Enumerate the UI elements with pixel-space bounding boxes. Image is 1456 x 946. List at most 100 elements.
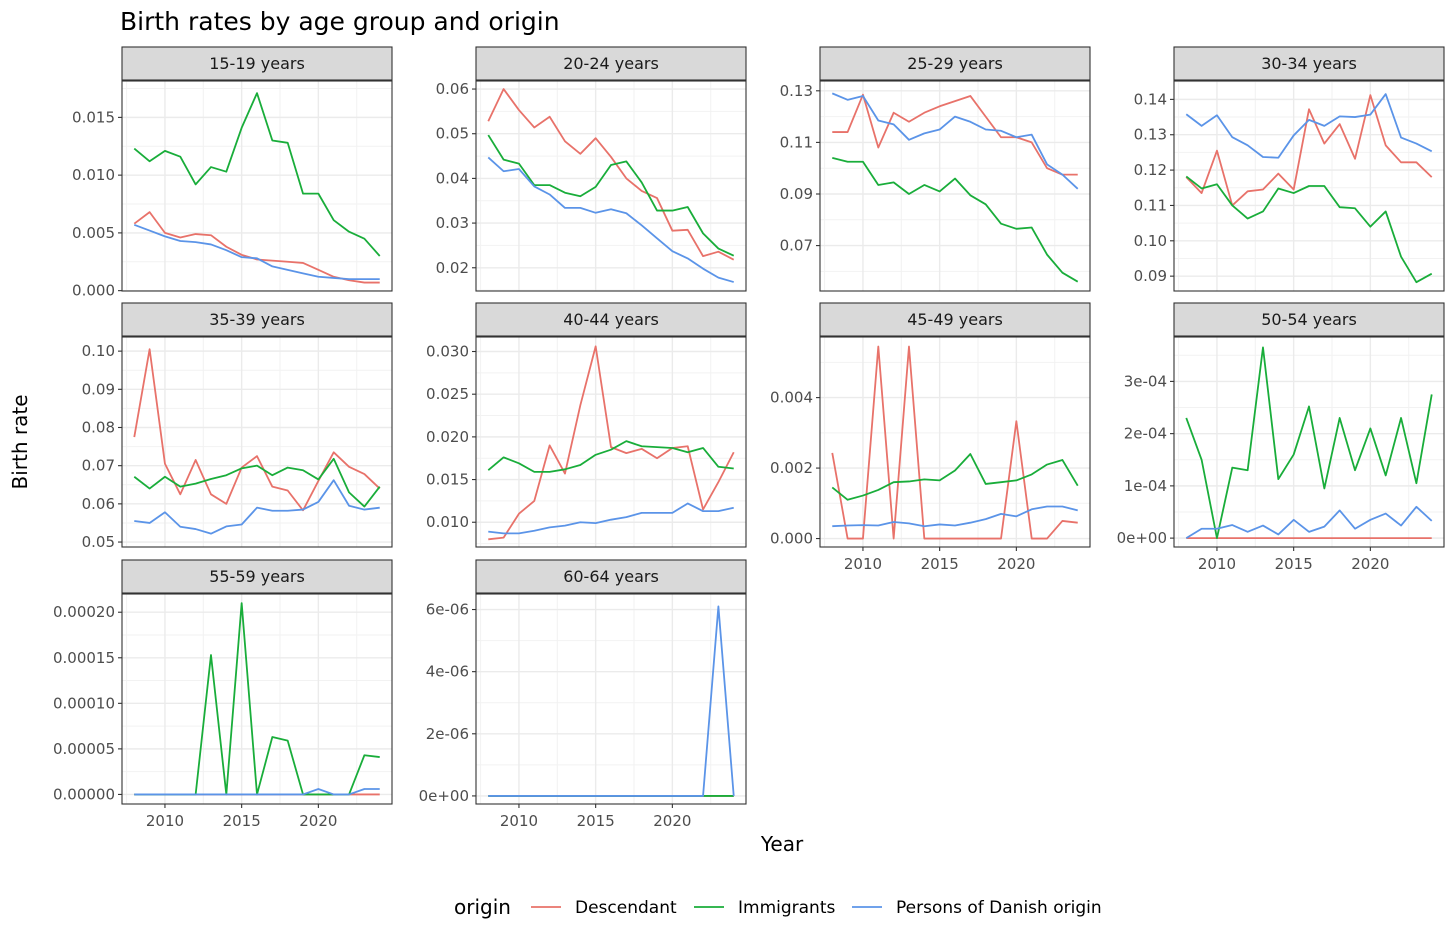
y-tick-label: 0.11 xyxy=(1134,196,1167,214)
y-tick-label: 0.015 xyxy=(72,108,115,126)
facet-strip-label: 25-29 years xyxy=(907,54,1003,73)
x-tick-label: 2020 xyxy=(299,812,337,830)
x-tick-label: 2015 xyxy=(223,812,261,830)
legend-label: Immigrants xyxy=(738,898,835,918)
facet-panels: 15-19 years 0.000 0.005 0.010 0.015 20-24 yea… xyxy=(53,46,1445,830)
panel-border xyxy=(475,593,747,805)
y-tick-label: 0.025 xyxy=(426,385,469,403)
legend-label: Descendant xyxy=(575,898,677,918)
series-line-immigrants xyxy=(1185,175,1433,284)
y-tick-label: 0e+00 xyxy=(419,787,469,805)
y-tick-label: 0.03 xyxy=(436,214,469,232)
series-line-persons-of-danish-origin xyxy=(831,92,1079,190)
y-tick-label: 0.07 xyxy=(780,237,813,255)
x-tick-label: 2020 xyxy=(1351,555,1389,573)
facet-strip xyxy=(1173,302,1445,337)
y-tick-label: 0.020 xyxy=(426,428,469,446)
series-line-persons-of-danish-origin xyxy=(134,788,380,796)
y-tick-label: 0.07 xyxy=(82,457,115,475)
legend-title: origin xyxy=(454,895,511,919)
series-line-descendant xyxy=(832,93,1078,176)
series-line-immigrants xyxy=(832,157,1079,283)
y-tick-label: 0.000 xyxy=(770,530,813,548)
panel-border xyxy=(1173,336,1445,548)
legend-label: Persons of Danish origin xyxy=(896,898,1102,918)
plot-area xyxy=(476,81,746,291)
plot-area xyxy=(820,81,1090,291)
facet-strip-label: 40-44 years xyxy=(563,310,659,329)
facet-panel: 25-29 years 0.07 0.09 0.11 0.13 xyxy=(780,46,1091,292)
series-line-descendant xyxy=(831,345,1078,540)
x-tick-label: 2020 xyxy=(997,555,1035,573)
y-tick-label: 0.015 xyxy=(426,471,469,489)
facet-strip-label: 15-19 years xyxy=(209,54,305,73)
plot-area xyxy=(122,81,392,291)
series-line-persons-of-danish-origin xyxy=(1185,93,1433,159)
facet-panel: 20-24 years 0.02 0.03 0.04 0.05 0.06 xyxy=(436,46,747,292)
y-tick-label: 1e-04 xyxy=(1124,477,1167,495)
y-tick-label: 0.030 xyxy=(426,343,469,361)
x-tick-label: 2015 xyxy=(921,555,959,573)
y-tick-label: 2e-04 xyxy=(1124,425,1167,443)
panel-border xyxy=(121,593,393,805)
facet-strip-label: 50-54 years xyxy=(1261,310,1357,329)
chart-title: Birth rates by age group and origin xyxy=(120,7,560,36)
x-tick-label: 2015 xyxy=(577,812,615,830)
series-line-descendant xyxy=(488,345,735,541)
facet-panel: 30-34 years 0.09 0.10 0.11 0.12 0.13 0.14 xyxy=(1134,46,1445,292)
y-tick-label: 0.08 xyxy=(82,418,115,436)
facet-panel: 55-59 years 0.00000 0.00005 0.00010 0.00015 0… xyxy=(53,559,393,830)
facet-strip-label: 55-59 years xyxy=(209,567,305,586)
facet-strip xyxy=(1173,46,1445,81)
y-tick-label: 0.09 xyxy=(1134,267,1167,285)
series-line-immigrants xyxy=(487,440,734,473)
y-tick-label: 0.06 xyxy=(436,80,469,98)
y-tick-label: 0.02 xyxy=(436,259,469,277)
plot-area xyxy=(122,337,392,547)
y-tick-label: 0.10 xyxy=(1134,232,1167,250)
facet-strip xyxy=(121,46,393,81)
y-tick-label: 0.002 xyxy=(770,459,813,477)
y-tick-label: 0.09 xyxy=(82,380,115,398)
panel-border xyxy=(121,80,393,292)
facet-panel: 40-44 years 0.010 0.015 0.020 0.025 0.030 xyxy=(426,302,747,548)
series-line-persons-of-danish-origin xyxy=(488,605,735,797)
facet-panel: 35-39 years 0.05 0.06 0.07 0.08 0.09 0.10 xyxy=(82,302,393,551)
y-tick-label: 0.00020 xyxy=(53,603,115,621)
facet-strip-label: 35-39 years xyxy=(209,310,305,329)
panel-border xyxy=(819,80,1091,292)
legend: origin Descendant Immigrants Persons of Da… xyxy=(454,895,1102,919)
plot-area xyxy=(820,337,1090,547)
y-tick-label: 0.010 xyxy=(72,166,115,184)
y-tick-label: 0.00005 xyxy=(53,740,115,758)
y-tick-label: 0.00015 xyxy=(53,649,115,667)
facet-strip-label: 30-34 years xyxy=(1261,54,1357,73)
y-tick-label: 0.00000 xyxy=(53,785,115,803)
facet-strip xyxy=(475,559,747,594)
y-tick-label: 3e-04 xyxy=(1124,372,1167,390)
facet-strip-label: 60-64 years xyxy=(563,567,659,586)
plot-area xyxy=(1174,337,1444,547)
series-line-immigrants xyxy=(1185,346,1433,540)
series-line-persons-of-danish-origin xyxy=(1185,505,1433,539)
x-tick-label: 2010 xyxy=(146,812,184,830)
facet-strip xyxy=(121,302,393,337)
facet-panel: 45-49 years 0.000 0.002 0.004 2010 2015 2020 xyxy=(770,302,1091,573)
plot-area xyxy=(476,594,746,804)
y-tick-label: 0.12 xyxy=(1134,161,1167,179)
series-line-immigrants xyxy=(133,92,381,257)
y-tick-label: 0.04 xyxy=(436,169,469,187)
y-tick-label: 6e-06 xyxy=(426,601,469,619)
x-tick-label: 2010 xyxy=(1198,555,1236,573)
plot-area xyxy=(122,594,392,804)
series-line-persons-of-danish-origin xyxy=(133,223,380,281)
panel-border xyxy=(475,336,747,548)
facet-strip xyxy=(819,46,1091,81)
facet-panel: 60-64 years 0e+00 2e-06 4e-06 6e-06 2010 2015 2… xyxy=(419,559,747,830)
facet-strip-label: 45-49 years xyxy=(907,310,1003,329)
y-tick-label: 0.10 xyxy=(82,342,115,360)
y-tick-label: 0.010 xyxy=(426,513,469,531)
y-tick-label: 0.05 xyxy=(436,125,469,143)
facet-strip xyxy=(475,302,747,337)
